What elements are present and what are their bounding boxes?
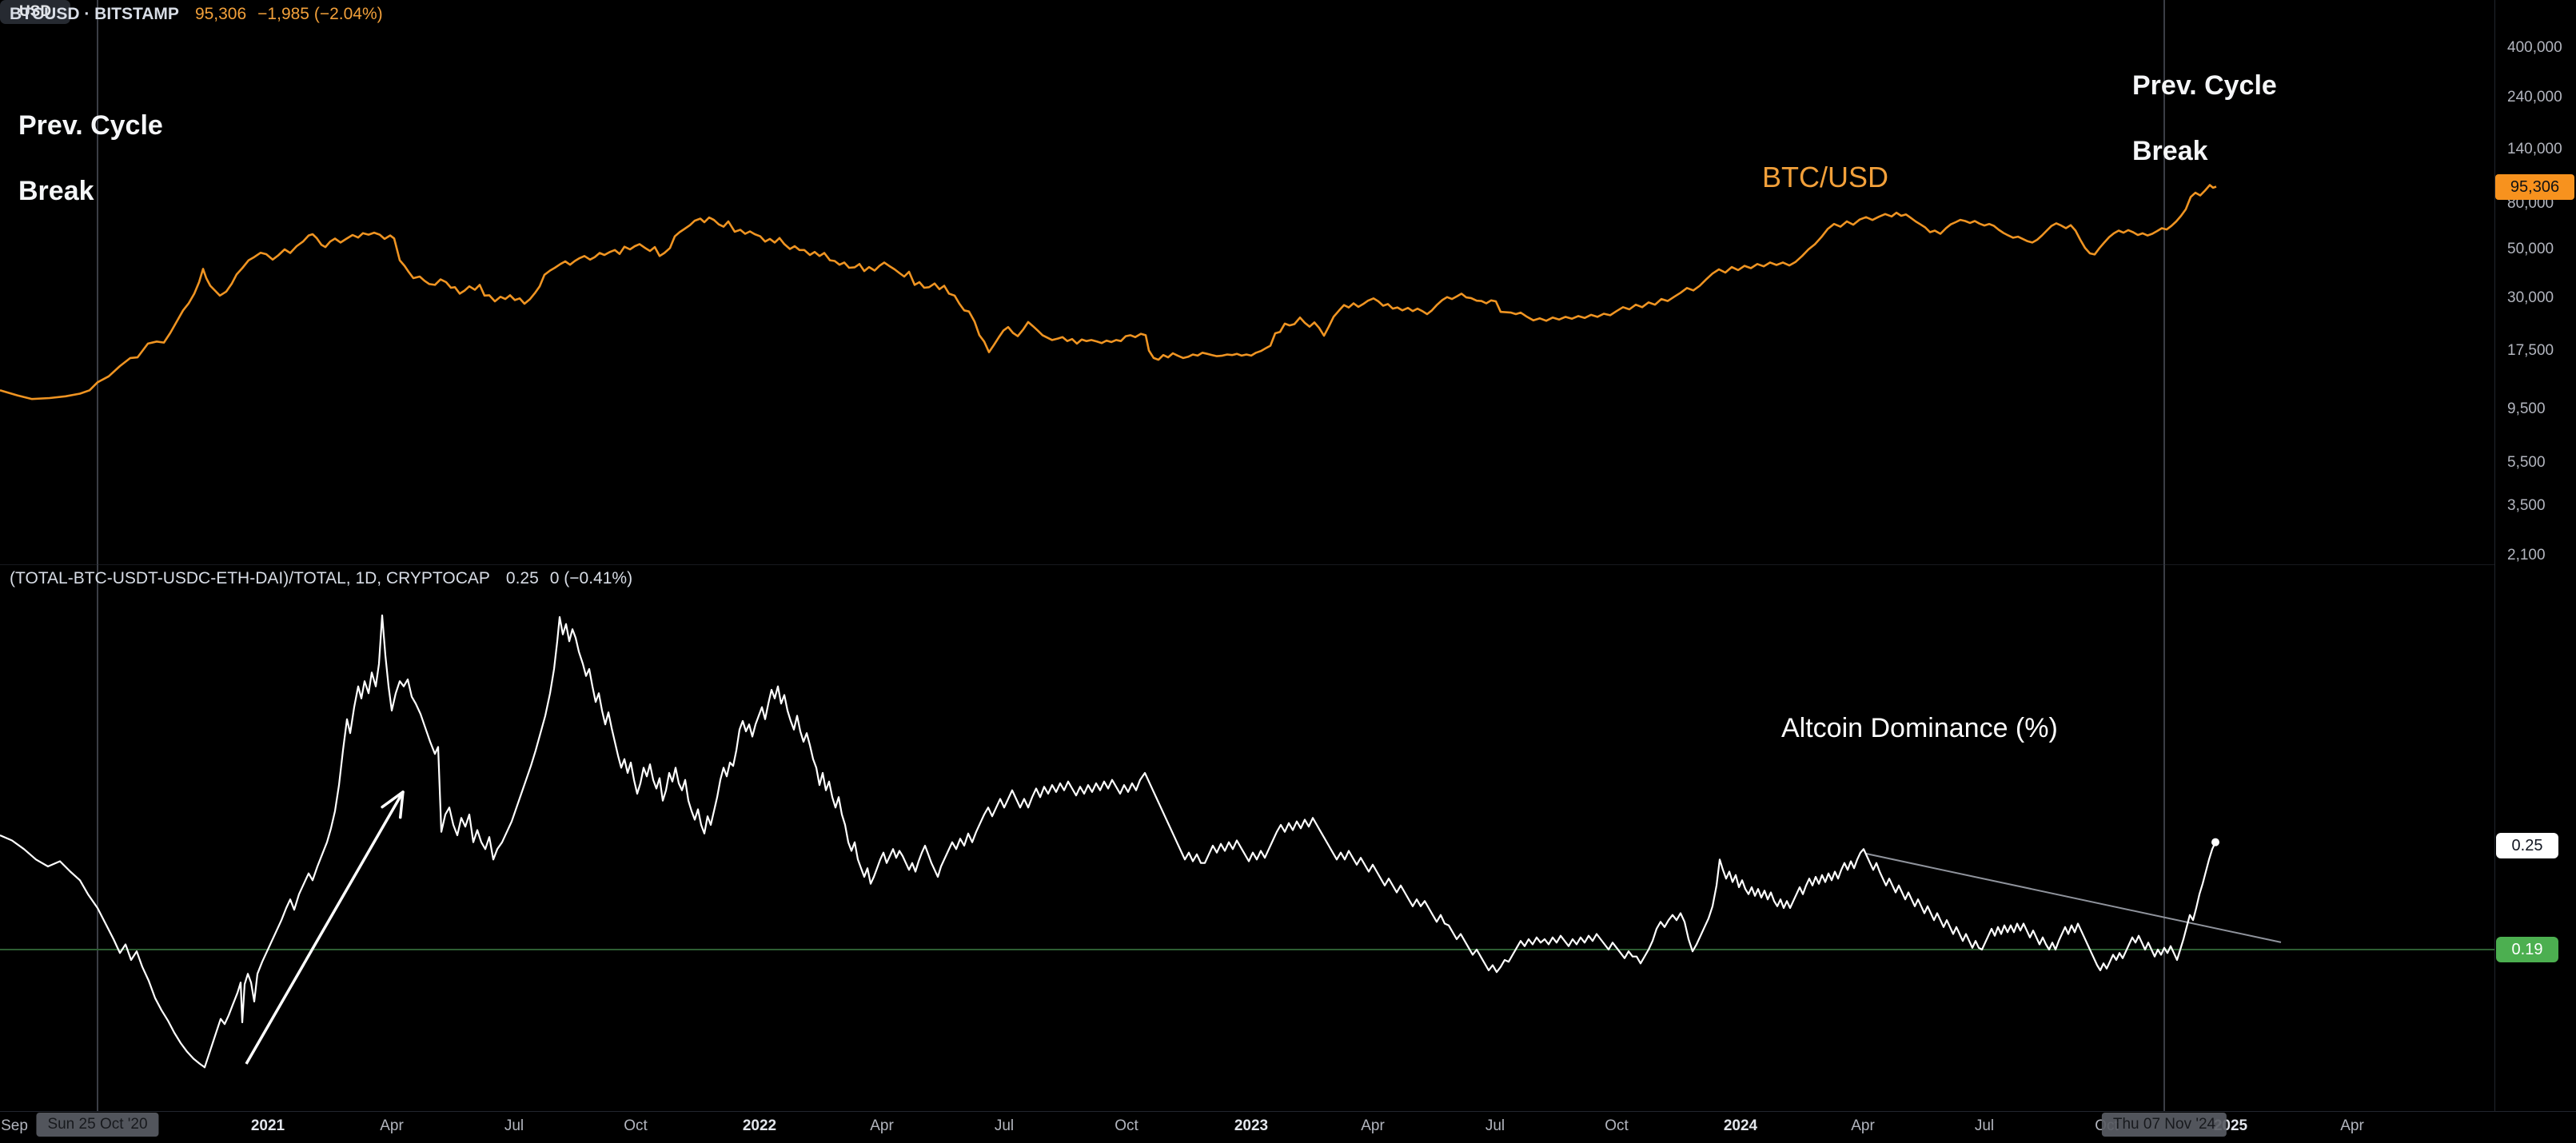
time-axis-tick: Apr — [870, 1117, 894, 1134]
pane-separator[interactable] — [0, 564, 2494, 565]
price-axis-tick: 2,100 — [2507, 547, 2546, 564]
time-axis-tick: Oct — [1115, 1117, 1138, 1134]
annotation-line: Break — [18, 176, 94, 206]
time-axis-tick: Jul — [1485, 1117, 1505, 1134]
indicator-value: 0.25 — [505, 569, 539, 587]
time-axis-tick: Sep — [1, 1117, 28, 1134]
price-axis-tick: 5,500 — [2507, 454, 2546, 471]
indicator-change: 0 (−0.41%) — [549, 569, 633, 587]
last-price: 95,306 — [194, 5, 247, 23]
price-axis-tick: 240,000 — [2507, 89, 2562, 106]
price-change: −1,985 (−2.04%) — [257, 5, 383, 23]
price-axis-border — [2494, 0, 2495, 1111]
time-axis-tick: 2024 — [1723, 1117, 1758, 1134]
symbol-status-line[interactable]: BTCUSD · BITSTAMP 95,306 −1,985 (−2.04%) — [10, 5, 383, 24]
annotation-line: Prev. Cycle — [18, 110, 163, 141]
crosshair-date-badge-left: Sun 25 Oct '20 — [36, 1113, 159, 1137]
price-axis-tick: 140,000 — [2507, 141, 2562, 157]
annotation-prev-cycle-break-left: Prev. Cycle Break — [18, 77, 163, 208]
price-axis-tick: 17,500 — [2507, 342, 2554, 359]
indicator-values: 0.25 0 (−0.41%) — [506, 569, 632, 588]
price-axis-tick: 400,000 — [2507, 39, 2562, 56]
currency-toggle-button[interactable]: USD — [0, 0, 70, 24]
time-axis-tick: 2021 — [250, 1117, 285, 1134]
time-axis-tick: Jul — [1974, 1117, 1995, 1134]
trendline-annotation[interactable] — [1864, 852, 2282, 943]
price-axis-tick: 9,500 — [2507, 400, 2546, 417]
time-axis-tick: Apr — [380, 1117, 404, 1134]
time-axis-border — [0, 1111, 2576, 1112]
time-axis-tick: Jul — [504, 1117, 524, 1134]
dominance-level-badge: 0.19 — [2496, 937, 2558, 962]
dominance-last-value-badge: 0.25 — [2496, 833, 2558, 858]
arrow-annotation-head — [381, 791, 405, 809]
time-axis-tick: Apr — [1361, 1117, 1385, 1134]
annotation-line: Prev. Cycle — [2132, 70, 2277, 101]
symbol-values: 95,306 −1,985 (−2.04%) — [195, 5, 383, 24]
indicator-name[interactable]: (TOTAL-BTC-USDT-USDC-ETH-DAI)/TOTAL, 1D,… — [10, 569, 490, 587]
symbol-name[interactable]: BTCUSD · BITSTAMP — [10, 5, 179, 23]
price-axis-tick: 30,000 — [2507, 289, 2554, 306]
annotation-line: Break — [2132, 136, 2208, 166]
last-price-badge: 95,306 — [2495, 174, 2574, 200]
price-axis-tick: 50,000 — [2507, 241, 2554, 257]
time-axis-tick: Oct — [624, 1117, 648, 1134]
time-axis-tick: Oct — [1605, 1117, 1629, 1134]
annotation-prev-cycle-break-right: Prev. Cycle Break — [2132, 37, 2277, 168]
arrow-annotation-shaft[interactable] — [245, 791, 405, 1065]
btc-price-line[interactable] — [0, 184, 2217, 400]
price-axis-tick: 3,500 — [2507, 497, 2546, 514]
annotation-altcoin-dominance-label: Altcoin Dominance (%) — [1781, 713, 2058, 743]
indicator-status-line[interactable]: (TOTAL-BTC-USDT-USDC-ETH-DAI)/TOTAL, 1D,… — [10, 569, 632, 588]
time-axis-tick: 2022 — [742, 1117, 777, 1134]
annotation-btc-usd-label: BTC/USD — [1762, 161, 1889, 193]
time-axis-tick: Apr — [1851, 1117, 1875, 1134]
dominance-line[interactable] — [0, 614, 2216, 1069]
dominance-last-point-dot — [2211, 838, 2219, 846]
arrow-annotation-head — [398, 791, 405, 819]
crosshair-date-badge-right: Thu 07 Nov '24 — [2101, 1113, 2227, 1137]
time-axis-tick: Apr — [2340, 1117, 2364, 1134]
time-axis-tick: 2023 — [1234, 1117, 1269, 1134]
time-axis-tick: Jul — [994, 1117, 1015, 1134]
